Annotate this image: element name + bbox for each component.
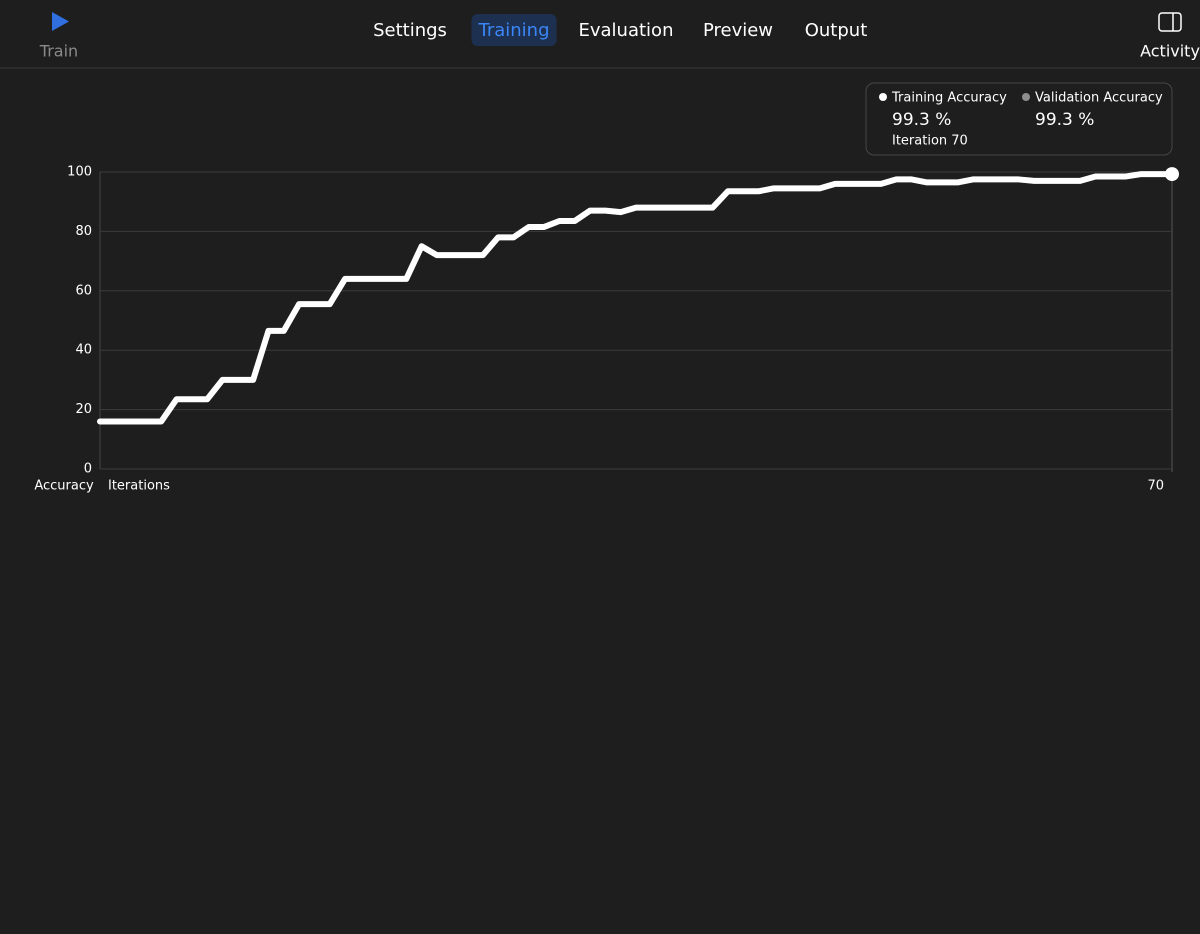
- y-tick-label: 0: [84, 462, 92, 477]
- activity-label[interactable]: Activity: [1140, 42, 1200, 61]
- train-icon[interactable]: [52, 12, 69, 31]
- x-tick-label: 70: [1147, 479, 1164, 494]
- legend-label: Validation Accuracy: [1035, 91, 1163, 106]
- tab[interactable]: Training: [477, 20, 549, 41]
- end-point: [1165, 167, 1179, 182]
- legend-dot: [879, 93, 887, 101]
- training-value: 99.3 %: [892, 110, 951, 130]
- tab[interactable]: Preview: [703, 20, 773, 41]
- legend-box: [865, 82, 1173, 156]
- y-axis-label: Accuracy: [34, 479, 94, 494]
- y-tick-label: 60: [75, 283, 92, 298]
- train-label[interactable]: Train: [39, 42, 78, 61]
- x-axis-label: Iterations: [108, 479, 170, 494]
- legend-dot: [1022, 93, 1030, 101]
- activity-icon[interactable]: [1158, 12, 1182, 32]
- tab[interactable]: Evaluation: [579, 20, 674, 41]
- training-iteration: Iteration 70: [892, 134, 968, 149]
- tab[interactable]: Settings: [373, 20, 447, 41]
- y-tick-label: 80: [75, 224, 92, 239]
- legend-label: Training Accuracy: [891, 91, 1007, 106]
- line: [97, 171, 1175, 425]
- y-tick-label: 100: [67, 165, 92, 180]
- validation-value: 99.3 %: [1035, 110, 1094, 130]
- selected-tab-bg: [471, 14, 557, 46]
- y-tick-label: 20: [75, 402, 92, 417]
- y-tick-label: 40: [75, 343, 92, 358]
- tab[interactable]: Output: [805, 20, 868, 41]
